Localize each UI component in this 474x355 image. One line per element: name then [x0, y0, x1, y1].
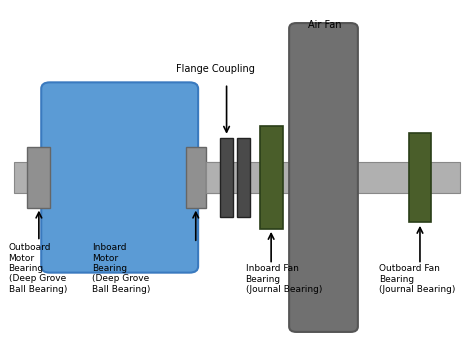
Text: Air Fan: Air Fan	[308, 20, 341, 29]
FancyBboxPatch shape	[41, 82, 198, 273]
Bar	[14, 162, 460, 193]
Text: Inboard
Motor
Bearing
(Deep Grove
Ball Bearing): Inboard Motor Bearing (Deep Grove Ball B…	[92, 243, 151, 294]
Bar	[237, 138, 250, 217]
Text: Outboard Fan
Bearing
(Journal Bearing): Outboard Fan Bearing (Journal Bearing)	[379, 264, 456, 294]
Text: Inboard Fan
Bearing
(Journal Bearing): Inboard Fan Bearing (Journal Bearing)	[246, 264, 322, 294]
Bar	[186, 147, 206, 208]
Bar	[260, 126, 283, 229]
Bar	[206, 162, 220, 193]
Text: Flange Coupling: Flange Coupling	[176, 64, 255, 74]
Bar	[409, 133, 431, 222]
Bar	[27, 147, 50, 208]
Bar	[220, 138, 233, 217]
FancyBboxPatch shape	[289, 23, 358, 332]
Text: Outboard
Motor
Bearing
(Deep Grove
Ball Bearing): Outboard Motor Bearing (Deep Grove Ball …	[9, 243, 67, 294]
